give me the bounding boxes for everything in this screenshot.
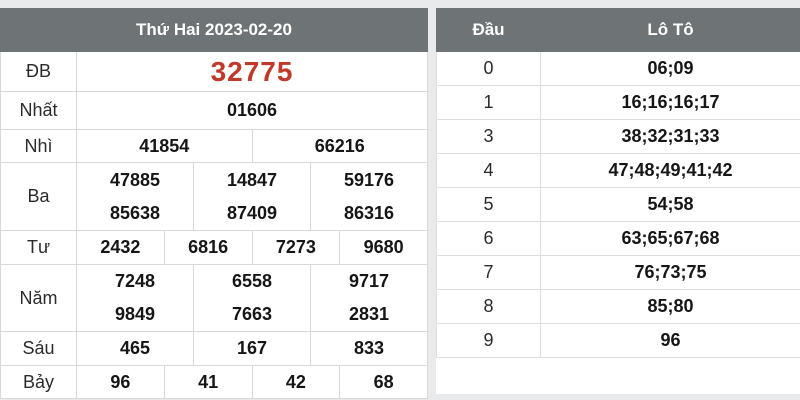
prize-row-bay: Bảy 96 41 42 68 xyxy=(0,365,428,399)
prize-value-tu: 7273 xyxy=(251,230,341,265)
prize-value-ba: 14847 87409 xyxy=(193,162,311,231)
prize-value-sau: 833 xyxy=(310,331,428,366)
prize-row-nhat: Nhất 01606 xyxy=(0,91,428,130)
prize-value-nhat: 01606 xyxy=(76,91,428,130)
prize-number: 86316 xyxy=(343,202,395,223)
prize-label-nam: Năm xyxy=(0,264,77,332)
prize-row-ba: Ba 47885 85638 14847 87409 59176 86316 xyxy=(0,162,428,231)
prize-label-tu: Tư xyxy=(0,230,77,265)
prize-results-table: Thứ Hai 2023-02-20 ĐB 32775 Nhất 01606 Nhì 41… xyxy=(0,8,428,399)
prize-value-nam: 7248 9849 xyxy=(76,264,194,332)
loto-row-0: 0 06;09 xyxy=(436,51,800,86)
draw-date-title: Thứ Hai 2023-02-20 xyxy=(0,8,428,52)
loto-dau-digit: 3 xyxy=(436,119,541,154)
prize-value-ba: 47885 85638 xyxy=(76,162,194,231)
loto-values: 63;65;67;68 xyxy=(540,221,800,256)
prize-number: 9717 xyxy=(348,271,390,291)
prize-value-nam: 9717 2831 xyxy=(310,264,428,332)
loto-dau-digit: 7 xyxy=(436,255,541,290)
prize-value-bay: 68 xyxy=(339,365,428,399)
loto-dau-digit: 8 xyxy=(436,289,541,324)
prize-label-db: ĐB xyxy=(0,51,77,92)
loto-row-4: 4 47;48;49;41;42 xyxy=(436,153,800,188)
loto-row-8: 8 85;80 xyxy=(436,289,800,324)
loto-header-loto: Lô Tô xyxy=(540,8,800,52)
loto-header-dau: Đầu xyxy=(436,8,541,52)
prize-value-bay: 96 xyxy=(76,365,165,399)
prize-row-db: ĐB 32775 xyxy=(0,51,428,92)
prize-results-body: ĐB 32775 Nhất 01606 Nhì 41854 66216 Ba 47885 8563… xyxy=(0,51,428,399)
prize-value-bay: 42 xyxy=(251,365,341,399)
loto-summary-table: Đầu Lô Tô 0 06;09 1 16;16;16;17 3 38;32;31;33… xyxy=(436,8,800,358)
prize-label-nhi: Nhì xyxy=(0,129,77,163)
loto-dau-digit: 1 xyxy=(436,85,541,120)
loto-row-3: 3 38;32;31;33 xyxy=(436,119,800,154)
prize-value-tu: 2432 xyxy=(76,230,165,265)
prize-number: 6558 xyxy=(231,271,273,291)
loto-values: 47;48;49;41;42 xyxy=(540,153,800,188)
loto-dau-digit: 5 xyxy=(436,187,541,222)
loto-row-1: 1 16;16;16;17 xyxy=(436,85,800,120)
loto-values: 16;16;16;17 xyxy=(540,85,800,120)
prize-value-nam: 6558 7663 xyxy=(193,264,311,332)
loto-values: 76;73;75 xyxy=(540,255,800,290)
prize-label-sau: Sáu xyxy=(0,331,77,366)
prize-number: 47885 xyxy=(109,169,161,190)
loto-values: 38;32;31;33 xyxy=(540,119,800,154)
prize-label-nhat: Nhất xyxy=(0,91,77,130)
prize-row-sau: Sáu 465 167 833 xyxy=(0,331,428,366)
prize-number: 2831 xyxy=(348,304,390,324)
loto-values: 85;80 xyxy=(540,289,800,324)
loto-row-9: 9 96 xyxy=(436,323,800,358)
loto-summary-card: Đầu Lô Tô 0 06;09 1 16;16;16;17 3 38;32;31;33… xyxy=(436,8,800,394)
prize-value-ba: 59176 86316 xyxy=(310,162,428,231)
prize-results-card: Thứ Hai 2023-02-20 ĐB 32775 Nhất 01606 Nhì 41… xyxy=(0,8,428,399)
loto-row-7: 7 76;73;75 xyxy=(436,255,800,290)
prize-number: 87409 xyxy=(226,202,278,223)
loto-row-5: 5 54;58 xyxy=(436,187,800,222)
prize-row-nhi: Nhì 41854 66216 xyxy=(0,129,428,163)
prize-value-bay: 41 xyxy=(163,365,253,399)
loto-summary-body: 0 06;09 1 16;16;16;17 3 38;32;31;33 4 47;48;49;… xyxy=(436,51,800,358)
prize-number: 59176 xyxy=(343,169,395,190)
prize-value-sau: 167 xyxy=(193,331,311,366)
prize-row-tu: Tư 2432 6816 7273 9680 xyxy=(0,230,428,265)
prize-value-nhi: 41854 xyxy=(76,129,253,163)
prize-row-nam: Năm 7248 9849 6558 7663 9717 2831 xyxy=(0,264,428,332)
prize-number: 7248 xyxy=(114,271,156,291)
prize-label-ba: Ba xyxy=(0,162,77,231)
prize-number: 85638 xyxy=(109,202,161,223)
prize-number: 7663 xyxy=(231,304,273,324)
loto-values: 54;58 xyxy=(540,187,800,222)
prize-value-db: 32775 xyxy=(76,51,428,92)
prize-value-tu: 9680 xyxy=(339,230,428,265)
loto-dau-digit: 4 xyxy=(436,153,541,188)
prize-label-bay: Bảy xyxy=(0,365,77,399)
prize-value-tu: 6816 xyxy=(163,230,253,265)
prize-value-nhi: 66216 xyxy=(251,129,428,163)
loto-values: 96 xyxy=(540,323,800,358)
loto-row-6: 6 63;65;67;68 xyxy=(436,221,800,256)
prize-value-sau: 465 xyxy=(76,331,194,366)
loto-dau-digit: 6 xyxy=(436,221,541,256)
loto-dau-digit: 0 xyxy=(436,51,541,86)
loto-values: 06;09 xyxy=(540,51,800,86)
loto-dau-digit: 9 xyxy=(436,323,541,358)
prize-number: 14847 xyxy=(226,169,278,190)
prize-number: 9849 xyxy=(114,304,156,324)
